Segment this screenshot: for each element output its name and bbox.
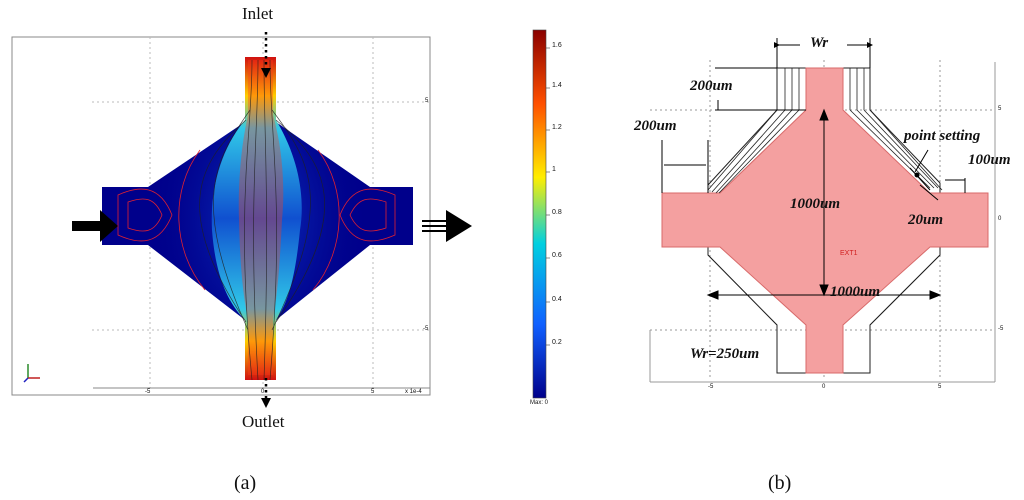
outlet-label: Outlet <box>242 412 285 431</box>
colorbar-tick-3: 1.2 <box>552 124 562 131</box>
colorbar-tick-8: 0.2 <box>552 339 562 346</box>
colorbar-tick-1: 1.6 <box>552 42 562 49</box>
caption-a: (a) <box>234 472 257 494</box>
wr-top-dimension <box>774 38 873 68</box>
point-setting-marker <box>909 149 939 201</box>
panel-b-y-tick-2: 0 <box>998 216 1002 222</box>
wr-bottom-label: Wr=250um <box>690 346 760 362</box>
axis-triad-icon <box>23 364 40 383</box>
panel-a-x-tick-1: -5 <box>145 389 151 395</box>
inlet-label: Inlet <box>242 4 274 23</box>
panel-b-x-tick-3: 5 <box>938 384 942 390</box>
panel-a-x-tick-2: 0 <box>261 389 265 395</box>
colorbar-tick-7: 0.4 <box>552 296 562 303</box>
panel-a-x-tick-3: 5 <box>371 389 375 395</box>
guide-lines-left <box>707 68 800 194</box>
panel-a <box>11 29 550 408</box>
panel-b-x-tick-2: 0 <box>822 384 826 390</box>
dim-1000-vertical-label: 1000um <box>790 196 841 212</box>
colorbar-tick-2: 1.4 <box>552 82 562 89</box>
right-outflow-arrow <box>422 210 472 242</box>
dim-1000-horizontal <box>706 290 942 300</box>
caption-b: (b) <box>768 472 792 494</box>
colorbar-unit: Max: 0 <box>530 400 549 406</box>
dim-1000-horizontal-label: 1000um <box>830 284 881 300</box>
dim-100-label: 100um <box>968 152 1011 168</box>
colorbar-tick-5: 0.8 <box>552 209 562 216</box>
dim-20-label: 20um <box>908 212 944 228</box>
inlet-arrow <box>261 32 271 78</box>
outlet-arrow <box>261 378 271 408</box>
panel-b <box>649 38 996 383</box>
colorbar-tick-6: 0.6 <box>552 252 562 259</box>
center-tag: EXT1 <box>840 250 858 257</box>
panel-a-y-tick-2: -5 <box>423 326 429 332</box>
chamber-shape <box>661 67 989 374</box>
colorbar-tick-4: 1 <box>552 166 556 173</box>
point-setting-label: point setting <box>904 128 981 144</box>
dim-200-left <box>661 140 709 193</box>
colorbar <box>532 29 547 399</box>
wr-top-label: Wr <box>810 35 829 51</box>
panel-b-x-tick-1: -5 <box>708 384 714 390</box>
left-inflow-arrow <box>72 210 118 242</box>
dim-100-right <box>945 178 966 193</box>
panel-b-y-tick-3: -5 <box>998 326 1004 332</box>
flow-field <box>102 57 413 381</box>
panel-a-y-tick-1: 5 <box>425 98 429 104</box>
dim-200-left-label: 200um <box>634 118 677 134</box>
panel-b-y-tick-1: 5 <box>998 106 1002 112</box>
dim-1000-vertical <box>819 108 829 297</box>
dim-200-top <box>715 67 806 111</box>
panel-a-x-scale: x 1e-4 <box>405 389 422 395</box>
dim-200-top-label: 200um <box>690 78 733 94</box>
